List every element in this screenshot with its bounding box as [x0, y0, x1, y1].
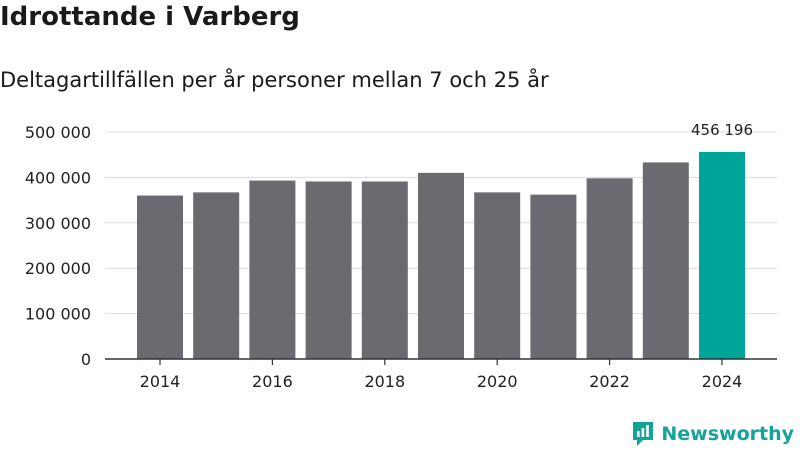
bar-2023 [642, 162, 689, 359]
x-tick-label: 2024 [702, 372, 743, 391]
bar-2014 [137, 195, 183, 359]
bar-2016 [249, 180, 296, 359]
y-tick-label: 0 [81, 350, 91, 369]
newsworthy-logo: Newsworthy [631, 420, 794, 448]
x-tick-label: 2018 [364, 372, 405, 391]
y-tick-label: 300 000 [25, 214, 91, 233]
x-tick-label: 2014 [140, 372, 181, 391]
y-tick-label: 200 000 [25, 259, 91, 278]
data-label: 456 196 [691, 121, 753, 139]
bar-2018 [361, 181, 408, 359]
bar-2021 [530, 194, 577, 359]
bar-2024 [699, 151, 745, 359]
bar-2017 [305, 181, 352, 359]
bar-2019 [418, 172, 464, 359]
chart-subtitle: Deltagartillfällen per år personer mella… [0, 68, 549, 92]
x-tick-label: 2020 [477, 372, 518, 391]
y-tick-label: 400 000 [25, 168, 91, 187]
x-tick-label: 2016 [252, 372, 293, 391]
chart-title: Idrottande i Varberg [0, 2, 300, 32]
newsworthy-logo-icon [633, 422, 654, 446]
y-tick-label: 500 000 [25, 123, 91, 142]
bar-2015 [193, 192, 240, 359]
y-tick-label: 100 000 [25, 305, 91, 324]
brand-name: Newsworthy [661, 423, 794, 445]
bar-2022 [586, 178, 633, 359]
bar-2020 [474, 192, 521, 359]
x-tick-label: 2022 [589, 372, 630, 391]
